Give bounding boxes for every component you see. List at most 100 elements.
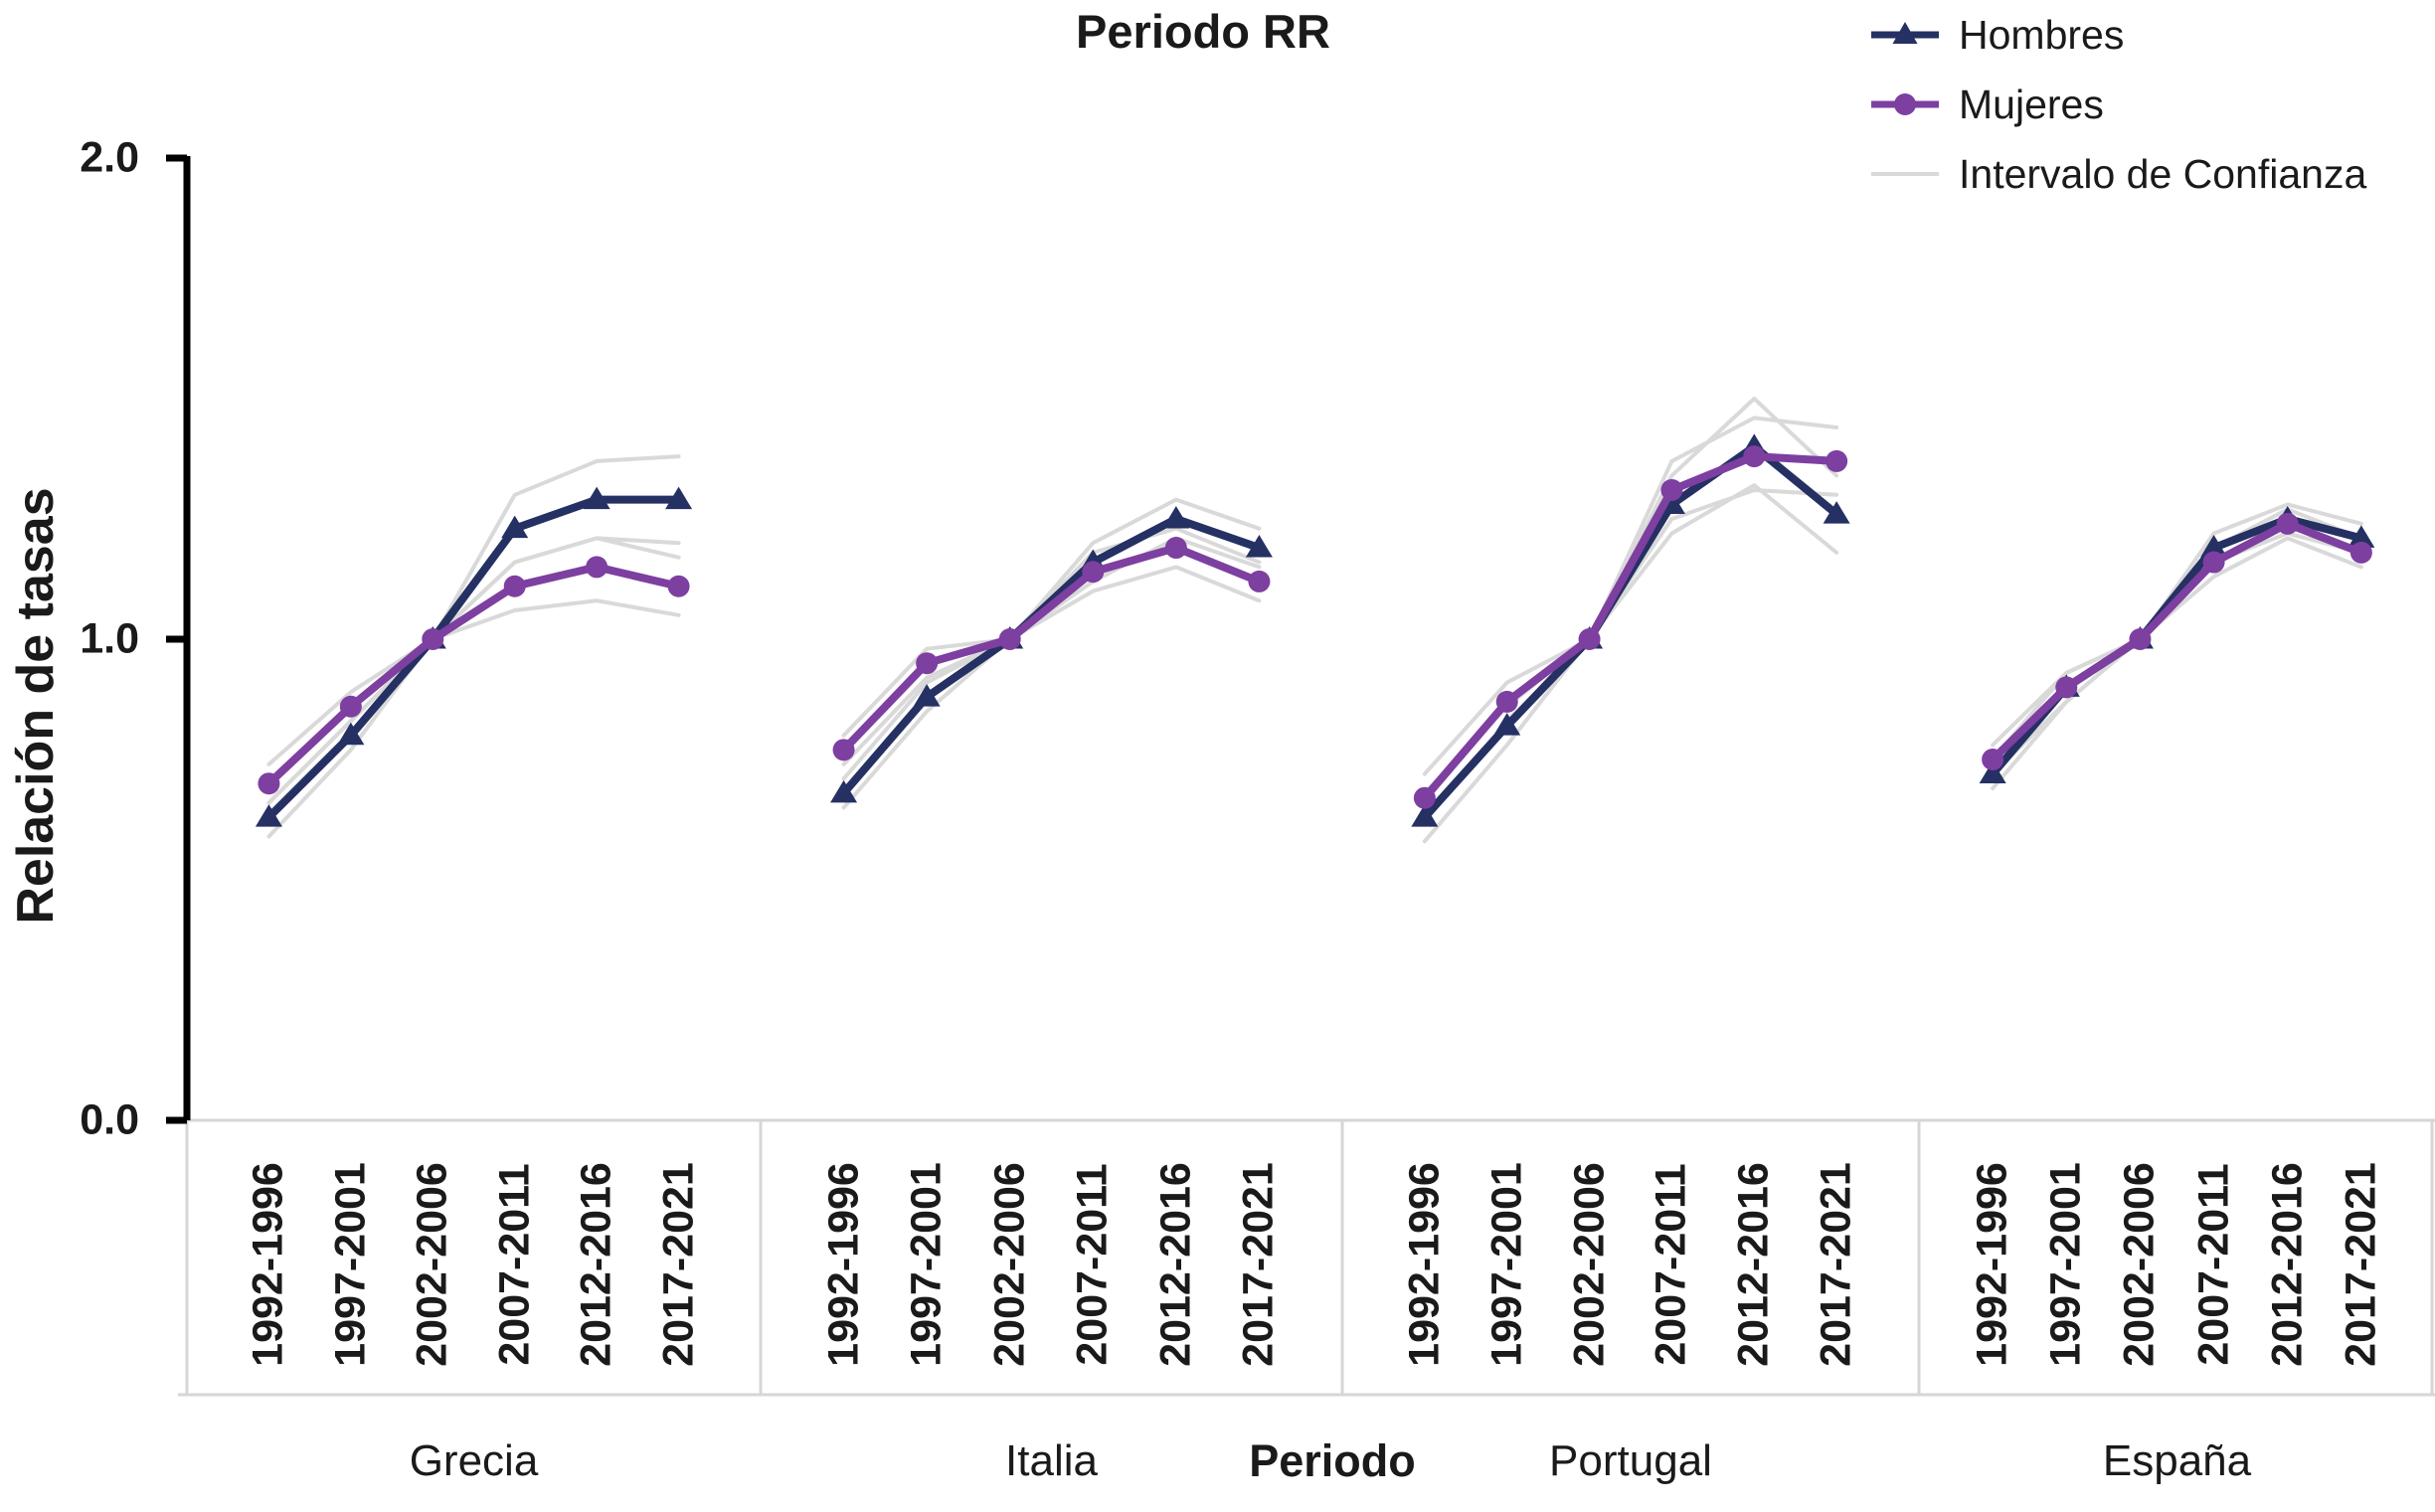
x-tick-label: 2012-2016 [1729, 1162, 1778, 1367]
marker-triangle-hombres [1245, 535, 1273, 558]
x-tick-label: 1997-2001 [1482, 1162, 1531, 1367]
legend-label: Mujeres [1959, 81, 2104, 127]
legend-item-mujeres: Mujeres [1869, 82, 2104, 127]
x-tick-label: 2017-2021 [2337, 1162, 2385, 1367]
x-tick-label: 1992-1996 [1400, 1162, 1449, 1367]
y-tick-label-2: 2.0 [80, 133, 139, 182]
marker-circle-mujeres [503, 575, 526, 597]
series-line-mujeres [264, 563, 683, 788]
x-tick-label: 2002-2006 [1565, 1162, 1614, 1367]
x-tick-label: 2017-2021 [1812, 1162, 1860, 1367]
x-tick-label: 1997-2001 [902, 1162, 951, 1367]
ci-lower-mujeres [841, 565, 1262, 766]
legend-label: Intervalo de Confianza [1959, 150, 2367, 197]
marker-circle-mujeres [2055, 676, 2078, 699]
ci-lower-mujeres [1422, 487, 1839, 824]
marker-triangle-hombres [501, 515, 529, 539]
x-tick-label: 2007-2011 [1647, 1163, 1695, 1366]
marker-circle-mujeres [1660, 478, 1683, 501]
x-tick-label: 1997-2001 [326, 1162, 375, 1367]
y-axis-title: Relación de tasas [7, 487, 65, 924]
legend-item-confianza: Intervalo de Confianza [1869, 151, 2366, 197]
country-label-españa: España [2102, 1436, 2252, 1485]
chart-title: Periodo RR [1076, 5, 1330, 58]
marker-circle-mujeres [1082, 561, 1105, 584]
country-label-italia: Italia [1005, 1436, 1098, 1485]
country-label-portugal: Portugal [1549, 1436, 1712, 1485]
x-tick-label: 1992-1996 [244, 1162, 292, 1367]
marker-triangle-hombres [2348, 525, 2375, 548]
mujeres-line-circle-icon [1871, 93, 1939, 115]
series-line-mujeres [1989, 519, 2365, 763]
marker-triangle-hombres [830, 779, 858, 803]
marker-circle-mujeres [2202, 551, 2225, 574]
marker-triangle-hombres [1979, 760, 2006, 784]
marker-triangle-hombres [2200, 535, 2228, 558]
x-tick-label: 1992-1996 [1968, 1162, 2016, 1367]
marker-triangle-hombres [665, 486, 693, 510]
ci-lower-mujeres [1991, 536, 2363, 776]
ci-lower-mujeres [266, 598, 681, 805]
marker-circle-mujeres [667, 575, 690, 597]
legend-label: Hombres [1959, 11, 2125, 58]
x-tick-label: 2017-2021 [1234, 1162, 1283, 1367]
x-tick-label: 2007-2011 [490, 1163, 539, 1366]
marker-circle-mujeres [1578, 628, 1601, 650]
marker-circle-mujeres [422, 628, 444, 650]
marker-circle-mujeres [1982, 749, 2004, 770]
x-tick-label: 2007-2011 [2189, 1163, 2238, 1366]
marker-triangle-hombres [1823, 501, 1850, 524]
country-label-grecia: Grecia [409, 1436, 539, 1485]
x-tick-label: 2007-2011 [1068, 1163, 1117, 1366]
x-tick-label: 2002-2006 [2115, 1162, 2164, 1367]
marker-circle-mujeres [1826, 449, 1848, 472]
marker-triangle-hombres [583, 486, 610, 510]
x-tick-label: 2012-2016 [2263, 1162, 2312, 1367]
y-tick-label-0: 0.0 [80, 1095, 139, 1144]
legend-item-hombres: Hombres [1869, 12, 2124, 58]
x-tick-label: 2002-2006 [985, 1162, 1034, 1367]
marker-triangle-hombres [255, 804, 282, 827]
marker-circle-mujeres [1164, 537, 1187, 560]
marker-triangle-hombres [1411, 804, 1439, 827]
ci-upper-hombres [841, 497, 1262, 781]
marker-circle-mujeres [2349, 541, 2372, 564]
x-tick-label: 2017-2021 [654, 1162, 703, 1367]
hombres-line-triangle-icon [1871, 22, 1939, 44]
series-line-mujeres [839, 544, 1264, 755]
y-tick-label-1: 1.0 [80, 614, 139, 663]
marker-circle-mujeres [1413, 786, 1436, 809]
marker-circle-mujeres [586, 556, 609, 579]
marker-triangle-hombres [913, 684, 941, 707]
series-line-mujeres [1420, 452, 1841, 802]
ci-upper-mujeres [1422, 416, 1839, 776]
marker-triangle-hombres [337, 722, 365, 746]
x-axis-title: Periodo [1249, 1435, 1416, 1486]
marker-circle-mujeres [1743, 445, 1766, 468]
x-tick-label: 2012-2016 [1151, 1162, 1200, 1367]
marker-triangle-hombres [1493, 713, 1521, 736]
x-tick-label: 1992-1996 [819, 1162, 868, 1367]
legend-triangle-marker [1892, 22, 1918, 44]
x-tick-label: 1997-2001 [2041, 1162, 2090, 1367]
confidence-interval-line-icon [1871, 172, 1939, 176]
legend-circle-marker [1894, 93, 1916, 115]
marker-circle-mujeres [1248, 570, 1271, 592]
marker-circle-mujeres [1495, 690, 1518, 713]
ci-upper-mujeres [266, 536, 681, 766]
x-tick-label: 2012-2016 [572, 1162, 620, 1367]
ci-lower-hombres [1991, 531, 2363, 791]
marker-circle-mujeres [2276, 512, 2299, 535]
x-tick-label: 2002-2006 [408, 1162, 456, 1367]
marker-circle-mujeres [339, 695, 362, 718]
marker-circle-mujeres [998, 628, 1021, 650]
ci-lower-hombres [1422, 483, 1839, 844]
series-line-hombres [264, 495, 683, 822]
marker-circle-mujeres [832, 739, 855, 761]
marker-circle-mujeres [2129, 628, 2152, 650]
marker-circle-mujeres [916, 652, 939, 675]
marker-circle-mujeres [258, 772, 280, 795]
series-line-hombres [1989, 515, 2365, 778]
